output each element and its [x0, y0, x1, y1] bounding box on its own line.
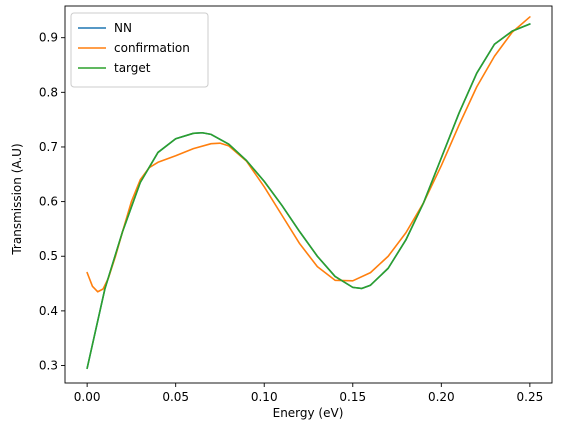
y-tick-label: 0.5	[39, 249, 58, 263]
y-tick-label: 0.8	[39, 85, 58, 99]
legend-label-target: target	[114, 61, 151, 75]
x-tick-label: 0.10	[251, 390, 278, 404]
y-tick-label: 0.4	[39, 304, 58, 318]
axes: 0.00 0.05 0.10 0.15 0.20 0.25 0.3 0.4 0.5 0.6 0.7 0…	[39, 5, 553, 404]
y-tick-label: 0.6	[39, 195, 58, 209]
plot-area	[86, 16, 531, 370]
y-tick-label: 0.7	[39, 140, 58, 154]
x-tick-label: 0.00	[74, 390, 101, 404]
legend-label-NN: NN	[114, 21, 132, 35]
y-tick-label: 0.9	[39, 31, 58, 45]
plot-frame	[64, 5, 553, 384]
y-tick-label: 0.3	[39, 359, 58, 373]
x-tick-label: 0.15	[339, 390, 366, 404]
x-tick-label: 0.25	[517, 390, 544, 404]
x-tick-label: 0.05	[162, 390, 189, 404]
x-axis-label: Energy (eV)	[273, 406, 344, 420]
y-axis-label: Transmission (A.U)	[10, 143, 24, 255]
legend: NN confirmation target	[70, 12, 209, 88]
series-line-target	[86, 23, 531, 370]
legend-label-confirmation: confirmation	[114, 41, 190, 55]
x-tick-label: 0.20	[428, 390, 455, 404]
